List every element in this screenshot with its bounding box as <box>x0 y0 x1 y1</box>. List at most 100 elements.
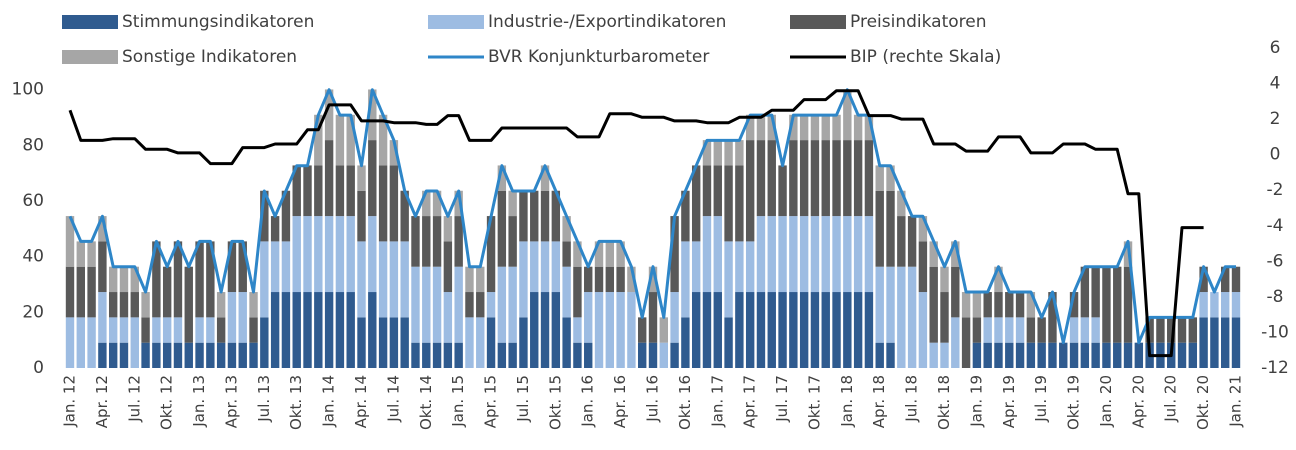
bar-segment <box>799 216 809 293</box>
bar-segment <box>799 292 809 368</box>
bar-segment <box>227 292 237 343</box>
bar-segment <box>87 317 96 368</box>
bar-segment <box>551 292 561 368</box>
bar-segment <box>853 140 863 217</box>
bar-segment <box>789 114 798 141</box>
bar-segment <box>573 266 582 318</box>
bar-segment <box>1005 342 1014 368</box>
bar-segment <box>789 292 798 368</box>
bar-segment <box>573 241 582 267</box>
bar-segment <box>638 342 647 368</box>
bar-segment <box>940 292 949 343</box>
bar-segment <box>897 190 906 217</box>
bar-segment <box>864 292 874 368</box>
bar-segment <box>562 241 571 267</box>
bar-segment <box>249 342 258 368</box>
bar-segment <box>454 342 463 368</box>
bar-segment <box>1015 317 1025 343</box>
bar-segment <box>486 317 496 368</box>
bar-segment <box>346 292 355 368</box>
bar-segment <box>195 241 204 318</box>
bar-segment <box>551 241 561 293</box>
bar-segment <box>918 292 928 368</box>
bar-segment <box>907 216 917 267</box>
bar-segment <box>1048 342 1057 368</box>
y2-tick-label: -8 <box>1267 287 1284 307</box>
bar-segment <box>670 292 679 343</box>
bar-segment <box>519 317 528 368</box>
bar-segment <box>1221 317 1230 368</box>
bar-segment <box>540 190 550 242</box>
bar-segment <box>260 241 269 318</box>
bar-segment <box>216 317 226 343</box>
bar-segment <box>951 266 960 318</box>
x-tick-label: Apr. 15 <box>482 375 500 428</box>
bar-segment <box>368 89 377 141</box>
bar-segment <box>508 190 517 217</box>
bar-segment <box>832 114 841 141</box>
bar-segment <box>497 165 507 191</box>
bar-segment <box>886 266 895 343</box>
bar-segment <box>821 216 830 293</box>
bar-segment <box>76 241 85 267</box>
x-tick-label: Okt. 19 <box>1065 375 1083 430</box>
bar-segment <box>1221 266 1230 293</box>
bar-segment <box>1188 317 1198 343</box>
bar-segment <box>1080 342 1090 368</box>
bar-segment <box>346 216 355 293</box>
bar-segment <box>778 216 787 293</box>
legend-label: BVR Konjunkturbarometer <box>488 47 709 67</box>
y2-tick-label: 0 <box>1270 145 1281 165</box>
x-tick-label: Apr. 13 <box>222 375 240 428</box>
bar-segment <box>378 317 388 368</box>
bar-segment <box>530 241 539 293</box>
bar-segment <box>756 140 766 217</box>
x-tick-label: Jan. 21 <box>1227 375 1245 428</box>
bar-segment <box>454 216 463 267</box>
bar-segment <box>98 241 107 293</box>
bar-segment <box>411 266 420 343</box>
bar-segment <box>324 216 334 293</box>
bar-segment <box>476 292 485 318</box>
bar-segment <box>551 190 561 242</box>
bar-segment <box>98 342 107 368</box>
y-tick-label: 100 <box>12 80 44 100</box>
x-tick-label: Jan. 17 <box>708 375 726 428</box>
bar-segment <box>422 190 431 217</box>
bar-segment <box>929 342 938 368</box>
bar-segment <box>1199 317 1208 368</box>
bar-segment <box>1210 292 1219 318</box>
bar-segment <box>335 114 345 166</box>
bar-segment <box>476 317 485 368</box>
bar-segment <box>1199 292 1208 318</box>
bar-segment <box>389 241 399 318</box>
bar-segment <box>227 241 237 293</box>
bar-segment <box>605 292 615 368</box>
bar-segment <box>141 292 150 318</box>
bar-segment <box>108 266 118 293</box>
bar-segment <box>702 292 712 368</box>
bar-segment <box>735 292 744 368</box>
bar-segment <box>540 241 550 293</box>
bar-segment <box>497 342 507 368</box>
bar-segment <box>98 216 107 242</box>
bar-segment <box>648 266 658 293</box>
bar-segment <box>443 241 453 293</box>
y-tick-label: 60 <box>22 191 44 211</box>
bar-segment <box>562 317 571 368</box>
bar-segment <box>260 317 269 368</box>
bar-segment <box>540 165 550 191</box>
bar-segment <box>378 241 388 318</box>
bar-segment <box>972 292 982 318</box>
bar-segment <box>691 241 701 293</box>
bar-segment <box>141 342 150 368</box>
bar-segment <box>368 140 377 217</box>
bar-segment <box>778 292 787 368</box>
bar-segment <box>422 342 431 368</box>
x-tick-label: Jan. 20 <box>1097 375 1115 428</box>
bar-segment <box>422 266 431 343</box>
bar-segment <box>65 317 75 368</box>
legend-swatch <box>428 15 484 29</box>
bar-segment <box>1048 292 1057 343</box>
x-tick-label: Jul. 15 <box>514 375 532 423</box>
